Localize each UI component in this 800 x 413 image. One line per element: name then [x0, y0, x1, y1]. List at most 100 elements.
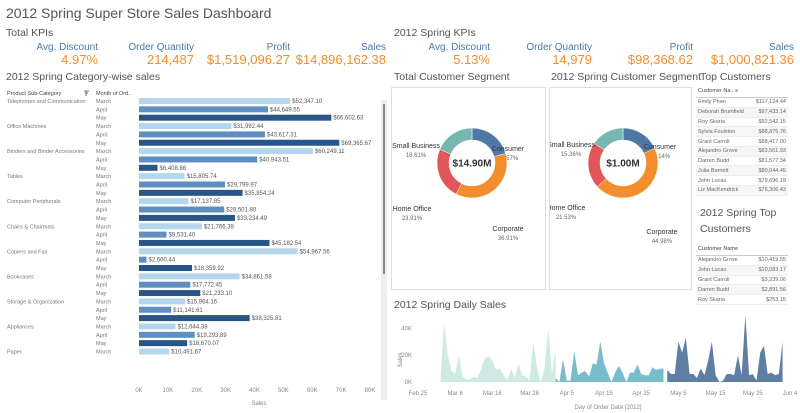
total-kpi-avg-discount: Avg. Discount 4.97% [36, 42, 98, 66]
bar-value-label: $35,854.24 [245, 191, 276, 197]
column-header-customer-name[interactable]: Customer Name [696, 245, 750, 256]
customer-row[interactable]: Emily Phan $117,124.44 [696, 97, 788, 108]
sort-icon[interactable]: ≡ [735, 88, 739, 94]
bar[interactable] [139, 139, 340, 146]
spring-segment-title: 2012 Spring Customer Segment [551, 71, 701, 83]
customer-name: John Lucas [696, 265, 750, 276]
total-kpis-title: Total KPIs [6, 27, 54, 39]
bar[interactable] [139, 273, 240, 280]
bar-value-label: $29,501.80 [226, 208, 257, 214]
bar-row: April $9,531.40 [96, 231, 196, 239]
bar-row: Chairs & Chairmats March $21,766.39 [7, 223, 235, 230]
bar[interactable] [139, 340, 188, 347]
customer-name: Emily Phan [696, 97, 751, 108]
bar[interactable] [139, 114, 332, 121]
customer-sales: $117,124.44 [750, 97, 788, 108]
bar-row: Office Machines March $31,992.44 [7, 123, 264, 130]
bar[interactable] [139, 123, 232, 130]
donut-slice-home-office[interactable] [436, 148, 462, 195]
bar-value-label: $6,408.86 [160, 166, 187, 172]
bar-row: May $66,602.63 [96, 114, 364, 122]
bar[interactable] [139, 98, 291, 104]
x-tick-label: 40K [249, 388, 260, 394]
bar[interactable] [139, 173, 185, 180]
bar-value-label: $66,602.63 [333, 116, 364, 122]
month-label: March [96, 99, 111, 105]
customer-sales: $80,044.45 [750, 165, 788, 177]
bar[interactable] [139, 156, 258, 163]
bar[interactable] [139, 206, 225, 213]
customer-row[interactable]: Grant Carroll $88,417.00 [696, 136, 788, 147]
customer-sales: $76,306.43 [750, 185, 788, 196]
customer-row[interactable]: Grant Carroll $3,339.06 [696, 275, 788, 286]
bar[interactable] [139, 181, 226, 188]
area-series-april[interactable] [555, 341, 664, 382]
donut-slice-corporate[interactable] [596, 148, 659, 199]
scrollbar-thumb[interactable] [383, 104, 385, 274]
bar[interactable] [139, 239, 270, 246]
bar[interactable] [139, 198, 189, 205]
month-label: March [96, 249, 111, 255]
customer-row[interactable]: Darren Budd $81,577.34 [696, 156, 788, 167]
bar[interactable] [139, 189, 243, 196]
column-header-customer[interactable]: Customer Na.. ≡ [696, 87, 751, 98]
customer-row[interactable]: Liz MacKendrick $76,306.43 [696, 185, 788, 196]
customer-name: John Lucas [696, 175, 751, 187]
customer-row[interactable]: John Lucas $10,083.17 [696, 265, 788, 276]
bar[interactable] [139, 331, 195, 338]
x-tick-label: May 15 [706, 391, 726, 397]
customer-sales: $92,542.15 [750, 117, 788, 128]
scrollbar[interactable] [381, 100, 387, 400]
customer-row[interactable]: John Lucas $79,696.19 [696, 175, 788, 187]
donut-slice-small-business[interactable] [439, 127, 473, 155]
bar[interactable] [139, 315, 250, 322]
slice-name: Consumer [492, 146, 525, 153]
x-tick-label: May 5 [670, 391, 687, 397]
customer-sales: $10,083.17 [749, 265, 788, 276]
bar[interactable] [139, 348, 170, 355]
bar[interactable] [139, 231, 167, 238]
bar[interactable] [139, 223, 202, 230]
bar-value-label: $38,325.81 [252, 316, 283, 322]
customer-row[interactable]: Deborah Brumfield $97,433.14 [696, 107, 788, 118]
bar[interactable] [139, 306, 172, 313]
customer-row[interactable]: Roy Skaria $253.15 [696, 294, 788, 305]
month-label: March [96, 149, 111, 155]
customer-row[interactable]: Alejandro Grove $83,561.93 [696, 146, 788, 157]
month-label: March [96, 224, 111, 230]
slice-pct: 20.57% [498, 156, 519, 162]
month-label: April [96, 333, 107, 339]
bar[interactable] [139, 265, 193, 271]
area-series-may[interactable] [667, 315, 783, 382]
customer-row[interactable]: Julia Barnett $80,044.45 [696, 165, 788, 177]
customer-row[interactable]: Sylvia Foulston $88,875.76 [696, 126, 788, 138]
sort-icon[interactable] [84, 90, 89, 96]
bar[interactable] [139, 256, 147, 263]
bar[interactable] [139, 164, 158, 171]
donut-slice-small-business[interactable] [593, 127, 624, 151]
bar[interactable] [139, 281, 191, 288]
bar[interactable] [139, 323, 176, 330]
bar[interactable] [139, 248, 298, 255]
bar[interactable] [139, 290, 201, 297]
customer-name: Roy Skaria [696, 117, 751, 128]
month-label: May [96, 166, 107, 172]
bar[interactable] [139, 298, 186, 305]
bar-value-label: $15,964.16 [187, 299, 218, 305]
bar[interactable] [139, 131, 265, 138]
kpi-value: $14,896,162.38 [295, 52, 386, 67]
bar[interactable] [139, 148, 313, 155]
top-customers-table: Customer Na.. ≡ Emily Phan $117,124.44 Deb… [696, 87, 788, 196]
area-series-march[interactable] [440, 323, 556, 382]
customer-row[interactable]: Roy Skaria $92,542.15 [696, 117, 788, 128]
bar-value-label: $43,617.31 [267, 132, 298, 138]
slice-label: Home Office 21.53% [547, 205, 586, 221]
customer-row[interactable]: Alejandro Grove $10,419.55 [696, 255, 788, 266]
customer-name: Julia Barnett [696, 165, 751, 177]
bar[interactable] [139, 106, 268, 113]
bar[interactable] [139, 214, 235, 221]
customer-row[interactable]: Darren Budd $2,891.56 [696, 284, 788, 296]
slice-pct: 18.14% [650, 154, 671, 160]
kpi-value: 5.13% [453, 52, 490, 67]
bar-value-label: $9,531.40 [169, 233, 196, 239]
